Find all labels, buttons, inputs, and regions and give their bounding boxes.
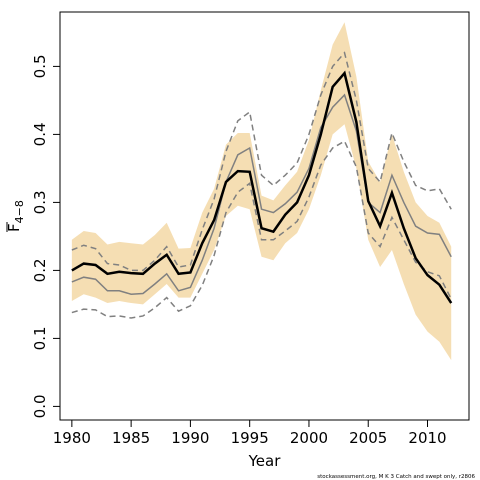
y-axis-title-main: F [5,223,23,232]
y-tick-label: 0.0 [31,394,49,418]
y-axis: 0.0 0.1 0.2 0.3 0.4 0.5 [31,54,61,418]
x-tick-label: 1990 [171,429,209,447]
y-tick-label: 0.2 [31,258,49,282]
series-lines-layer [71,51,453,319]
x-tick-label: 1995 [231,429,269,447]
y-axis-title-subscript: 4−8 [13,200,26,223]
confidence-band [71,22,452,361]
x-tick-label: 2005 [349,429,387,447]
y-axis-title: F4−8 [5,200,26,232]
footnote: stockassessment.org, M K 3 Catch and swe… [317,474,475,480]
comparison-lower-dashed-line [71,140,452,319]
comparison-line [71,93,452,295]
estimate-line [71,70,453,304]
x-tick-label: 2000 [290,429,328,447]
y-tick-label: 0.1 [31,326,49,350]
y-tick-label: 0.5 [31,54,49,78]
confidence-band-layer [71,22,452,361]
x-axis-title: Year [248,452,282,470]
y-axis-title-text: F4−8 [5,200,26,232]
x-tick-label: 1985 [112,429,150,447]
x-tick-label: 1980 [53,429,91,447]
y-tick-label: 0.4 [31,122,49,146]
comparison-upper-dashed-line [71,51,452,272]
y-tick-label: 0.3 [31,190,49,214]
x-tick-label: 2010 [408,429,446,447]
x-axis: 1980 1985 1990 1995 2000 2005 2010 [53,419,447,447]
